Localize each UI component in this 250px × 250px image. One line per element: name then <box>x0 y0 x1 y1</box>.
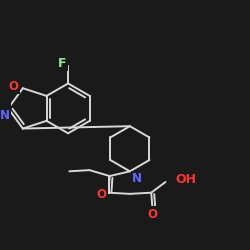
Text: OH: OH <box>175 173 196 186</box>
Text: N: N <box>0 108 10 122</box>
Text: O: O <box>9 80 19 93</box>
Text: O: O <box>96 188 106 201</box>
Text: N: N <box>132 172 142 186</box>
Text: F: F <box>58 57 66 70</box>
Text: O: O <box>148 208 158 220</box>
